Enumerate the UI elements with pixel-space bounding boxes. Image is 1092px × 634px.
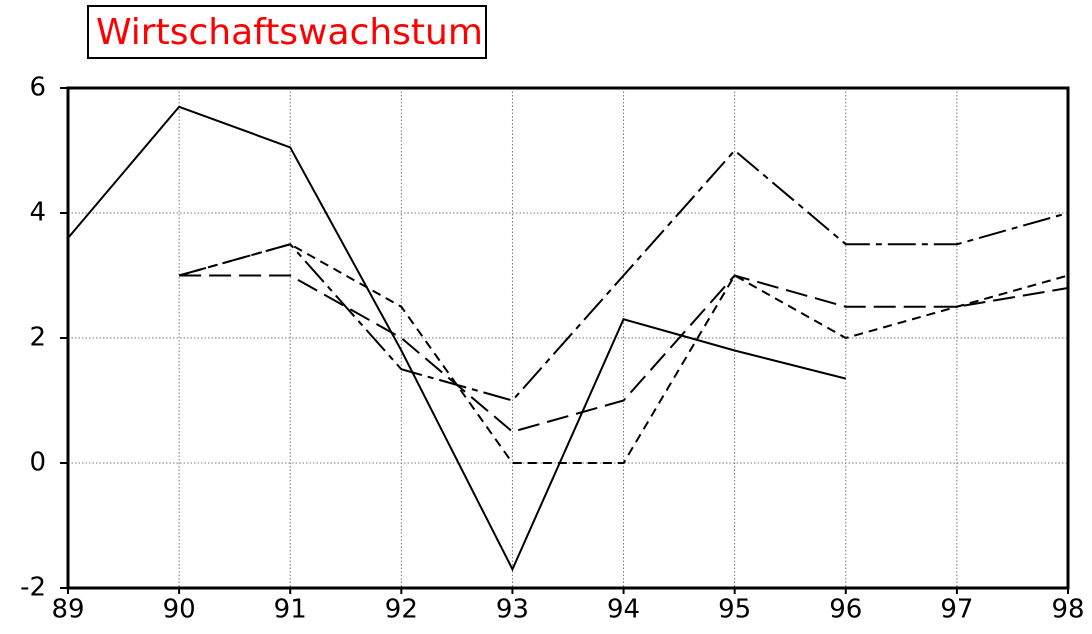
- y-tick-label: 0: [29, 448, 46, 478]
- x-tick-label: 91: [274, 595, 307, 625]
- y-tick-label: 4: [29, 198, 46, 228]
- x-tick-label: 96: [829, 595, 862, 625]
- plot-frame: [66, 86, 1070, 590]
- series-line: [178, 243, 1069, 464]
- chart-title: Wirtschaftswachstum: [96, 12, 483, 53]
- y-tick-label: -2: [20, 573, 46, 603]
- x-tick-label: 95: [718, 595, 751, 625]
- x-tick-label: 98: [1051, 595, 1084, 625]
- series-line: [179, 274, 1069, 433]
- x-tick-label: 92: [385, 595, 418, 625]
- x-tick-label: 97: [940, 595, 973, 625]
- title-box: [87, 5, 487, 59]
- series-line: [67, 105, 847, 572]
- y-tick-label: 2: [29, 323, 46, 353]
- x-tick-label: 90: [163, 595, 196, 625]
- series-line: [178, 149, 1069, 402]
- x-tick-label: 93: [496, 595, 529, 625]
- y-tick-label: 6: [29, 73, 46, 103]
- x-tick-label: 89: [51, 595, 84, 625]
- x-tick-label: 94: [607, 595, 640, 625]
